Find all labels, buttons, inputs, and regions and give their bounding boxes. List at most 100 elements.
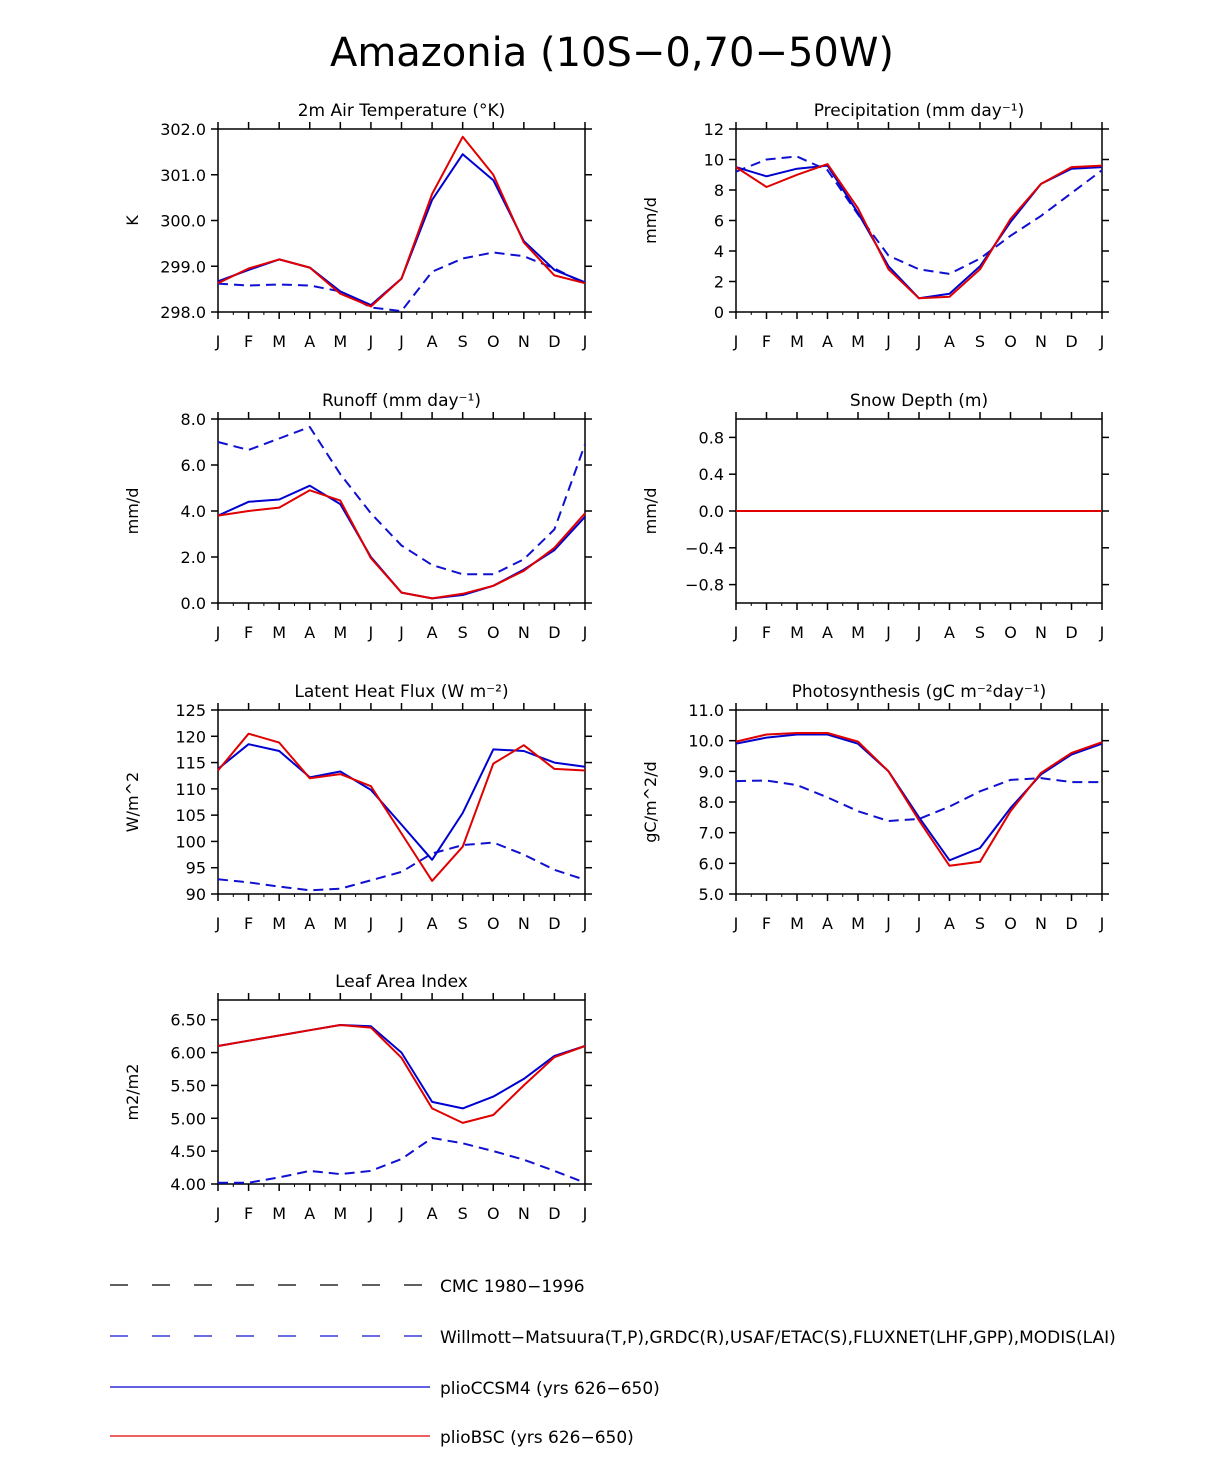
y-tick-label: 10.0 bbox=[688, 732, 724, 751]
legend-item-ccsm: plioCCSM4 (yrs 626−650) bbox=[110, 1379, 660, 1399]
x-tick-label: D bbox=[1065, 332, 1077, 351]
series-line-bsc bbox=[735, 732, 1103, 867]
legend-label: CMC 1980−1996 bbox=[440, 1277, 585, 1297]
y-axis-label: mm/d bbox=[123, 488, 142, 535]
y-tick-label: 0.8 bbox=[699, 428, 724, 447]
x-tick-label: J bbox=[1099, 623, 1105, 642]
legend-item-bsc: plioBSC (yrs 626−650) bbox=[110, 1428, 634, 1448]
x-tick-label: S bbox=[458, 332, 468, 351]
panel-title: Precipitation (mm day⁻¹) bbox=[814, 101, 1025, 121]
panel-title: Latent Heat Flux (W m⁻²) bbox=[294, 682, 508, 702]
series-line-obs bbox=[217, 426, 586, 576]
x-tick-label: M bbox=[851, 332, 865, 351]
y-tick-label: 6.0 bbox=[181, 456, 206, 475]
x-tick-label: J bbox=[398, 332, 404, 351]
panel-5: J F M A M J J A S O N D J9095100105110115120125Laten… bbox=[123, 682, 592, 933]
x-tick-label: J bbox=[368, 1204, 374, 1223]
series-line-obs bbox=[735, 777, 1102, 822]
y-tick-label: 302.0 bbox=[160, 120, 206, 139]
x-tick-label: M bbox=[851, 623, 865, 642]
y-tick-label: 6.00 bbox=[170, 1044, 206, 1063]
x-tick-label: J bbox=[582, 1204, 588, 1223]
y-tick-label: 6 bbox=[714, 212, 724, 231]
x-tick-label: D bbox=[548, 914, 560, 933]
y-axis-label: K bbox=[123, 215, 142, 226]
x-tick-label: F bbox=[244, 1204, 253, 1223]
x-tick-label: J bbox=[733, 623, 739, 642]
legend: CMC 1980−1996 Willmott−Matsuura(T,P),GRDC… bbox=[110, 1277, 1116, 1448]
x-tick-label: O bbox=[1004, 332, 1017, 351]
x-tick-label: S bbox=[975, 332, 985, 351]
x-tick-label: F bbox=[244, 623, 253, 642]
y-tick-label: 9.0 bbox=[699, 762, 724, 781]
y-tick-label: −0.8 bbox=[685, 576, 724, 595]
x-tick-label: N bbox=[1035, 623, 1047, 642]
y-axis-label: W/m^2 bbox=[123, 772, 142, 832]
x-tick-label: J bbox=[215, 914, 221, 933]
x-tick-label: A bbox=[304, 1204, 315, 1223]
y-axis-label: mm/d bbox=[641, 488, 660, 535]
y-tick-label: 299.0 bbox=[160, 257, 206, 276]
x-tick-label: O bbox=[1004, 914, 1017, 933]
x-tick-label: J bbox=[885, 914, 891, 933]
y-tick-label: 0 bbox=[714, 303, 724, 322]
x-tick-label: J bbox=[368, 332, 374, 351]
x-tick-label: J bbox=[582, 623, 588, 642]
y-axis-label: mm/d bbox=[641, 197, 660, 244]
y-tick-label: 4 bbox=[714, 242, 724, 261]
y-axis-label: gC/m^2/d bbox=[641, 761, 660, 842]
x-tick-label: M bbox=[790, 623, 804, 642]
y-tick-label: 11.0 bbox=[688, 701, 724, 720]
y-tick-label: 90 bbox=[186, 885, 206, 904]
x-tick-label: J bbox=[215, 623, 221, 642]
legend-label: Willmott−Matsuura(T,P),GRDC(R),USAF/ETAC… bbox=[440, 1328, 1116, 1348]
y-tick-label: 5.0 bbox=[699, 885, 724, 904]
series-line-obs bbox=[735, 155, 1103, 275]
y-tick-label: 6.0 bbox=[699, 854, 724, 873]
y-tick-label: 301.0 bbox=[160, 166, 206, 185]
x-tick-label: M bbox=[333, 914, 347, 933]
x-tick-label: S bbox=[975, 914, 985, 933]
x-tick-label: D bbox=[548, 623, 560, 642]
x-tick-label: J bbox=[215, 1204, 221, 1223]
x-tick-label: N bbox=[1035, 914, 1047, 933]
x-tick-label: J bbox=[368, 623, 374, 642]
series-line-ccsm bbox=[217, 484, 586, 600]
legend-item-cmc: CMC 1980−1996 bbox=[110, 1277, 585, 1297]
x-tick-label: D bbox=[548, 332, 560, 351]
x-tick-label: A bbox=[944, 332, 955, 351]
x-tick-label: M bbox=[790, 332, 804, 351]
y-tick-label: 8 bbox=[714, 181, 724, 200]
x-tick-label: N bbox=[518, 623, 530, 642]
x-tick-label: A bbox=[427, 332, 438, 351]
y-tick-label: 8.0 bbox=[699, 793, 724, 812]
y-tick-label: 100 bbox=[175, 832, 206, 851]
x-tick-label: O bbox=[487, 914, 500, 933]
x-tick-label: J bbox=[1099, 914, 1105, 933]
x-tick-label: M bbox=[333, 623, 347, 642]
x-tick-label: A bbox=[944, 623, 955, 642]
panel-6: J F M A M J J A S O N D J5.06.07.08.09.010.011.0Phot… bbox=[641, 682, 1109, 933]
y-tick-label: 2.0 bbox=[181, 548, 206, 567]
x-tick-label: A bbox=[822, 332, 833, 351]
y-tick-label: 125 bbox=[175, 701, 206, 720]
x-tick-label: F bbox=[762, 332, 771, 351]
x-tick-label: O bbox=[487, 623, 500, 642]
legend-item-obs: Willmott−Matsuura(T,P),GRDC(R),USAF/ETAC… bbox=[110, 1328, 1116, 1348]
x-tick-label: D bbox=[1065, 914, 1077, 933]
x-tick-label: M bbox=[272, 1204, 286, 1223]
y-tick-label: 5.00 bbox=[170, 1109, 206, 1128]
series-line-bsc bbox=[217, 732, 586, 882]
series-line-ccsm bbox=[735, 164, 1103, 300]
x-tick-label: A bbox=[427, 1204, 438, 1223]
x-tick-label: A bbox=[944, 914, 955, 933]
y-tick-label: 7.0 bbox=[699, 824, 724, 843]
x-tick-label: S bbox=[458, 914, 468, 933]
series-line-bsc bbox=[217, 1024, 586, 1124]
y-tick-label: 5.50 bbox=[170, 1076, 206, 1095]
legend-label: plioBSC (yrs 626−650) bbox=[440, 1428, 634, 1448]
y-axis-label: m2/m2 bbox=[123, 1064, 142, 1121]
x-tick-label: A bbox=[304, 914, 315, 933]
